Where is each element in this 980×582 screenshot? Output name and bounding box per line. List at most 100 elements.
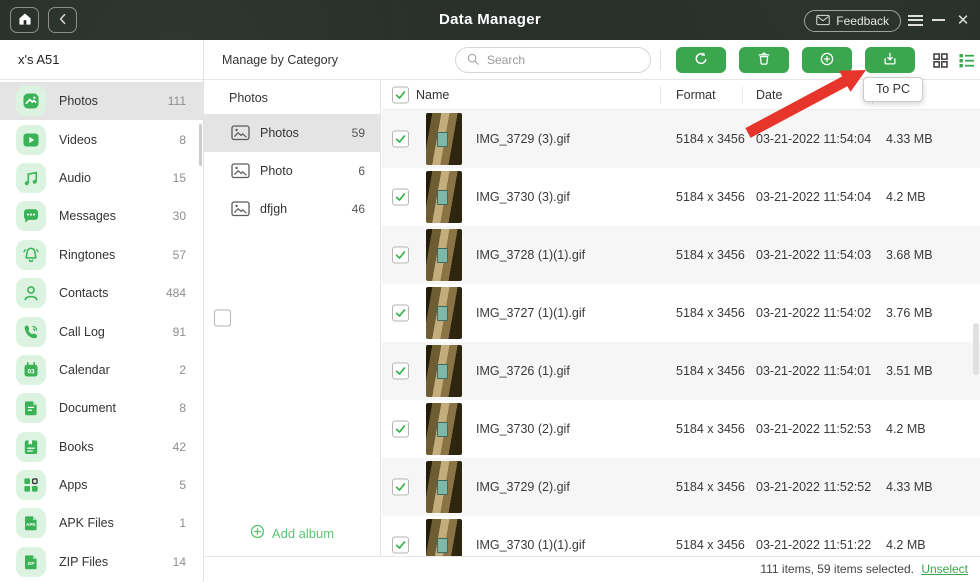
sidebar-item-contacts[interactable]: Contacts 484 [0, 274, 203, 312]
file-table: Name Format Date IMG_3729 (3).gif 5184 x … [382, 80, 980, 556]
table-row[interactable]: IMG_3730 (2).gif 5184 x 3456 03-21-2022 11… [382, 400, 980, 458]
sidebar-item-count: 1 [179, 516, 186, 531]
file-format: 5184 x 3456 [676, 306, 745, 320]
file-date: 03-21-2022 11:51:22 [756, 538, 872, 552]
sidebar-item-apk-files[interactable]: APK APK Files 1 [0, 504, 203, 542]
sidebar-item-count: 8 [179, 401, 186, 416]
sidebar-item-books[interactable]: Books 42 [0, 428, 203, 466]
videos-icon [16, 124, 46, 155]
add-album-button[interactable]: Add album [204, 524, 380, 542]
file-date: 03-21-2022 11:54:03 [756, 248, 872, 262]
zip-files-icon: ZIP [16, 546, 46, 577]
row-checkbox[interactable] [392, 420, 409, 438]
table-row[interactable]: IMG_3729 (3).gif 5184 x 3456 03-21-2022 11… [382, 110, 980, 168]
select-all-checkbox[interactable] [392, 86, 409, 104]
calendar-icon: 03 [16, 354, 46, 385]
home-button[interactable] [10, 7, 39, 33]
table-scrollbar-thumb[interactable] [973, 323, 979, 375]
search-input[interactable] [487, 53, 640, 67]
sidebar-item-messages[interactable]: Messages 30 [0, 197, 203, 235]
grid-view-icon [932, 53, 949, 72]
sidebar-item-count: 8 [179, 132, 186, 147]
back-button[interactable] [48, 7, 77, 33]
file-size: 4.2 MB [886, 190, 926, 204]
row-checkbox[interactable] [392, 536, 409, 554]
album-item-photo[interactable]: Photo 6 [204, 152, 380, 327]
album-item-dfjgh[interactable]: dfjgh 46 [204, 190, 380, 327]
table-row[interactable]: IMG_3726 (1).gif 5184 x 3456 03-21-2022 11… [382, 342, 980, 400]
refresh-button[interactable] [676, 47, 726, 73]
album-checkbox[interactable] [214, 309, 231, 327]
sidebar-item-count: 15 [172, 170, 186, 185]
album-label: Photos [260, 126, 299, 140]
sidebar-item-audio[interactable]: Audio 15 [0, 159, 203, 197]
content-area: x's A51 Photos 111 Videos 8 Audio 15 Messages 3… [0, 40, 980, 582]
svg-text:ZIP: ZIP [27, 561, 34, 566]
file-thumbnail [426, 229, 462, 281]
album-pic-icon [231, 163, 250, 179]
table-row[interactable]: IMG_3727 (1)(1).gif 5184 x 3456 03-21-2022… [382, 284, 980, 342]
menu-icon[interactable] [907, 12, 923, 28]
manage-by-category-label: Manage by Category [222, 53, 339, 67]
sidebar-item-zip-files[interactable]: ZIP ZIP Files 14 [0, 543, 203, 581]
row-checkbox[interactable] [392, 130, 409, 148]
file-thumbnail [426, 403, 462, 455]
download-to-pc-icon [881, 50, 899, 71]
sidebar-item-calendar[interactable]: 03 Calendar 2 [0, 351, 203, 389]
download-to-pc-button[interactable] [865, 47, 915, 73]
file-size: 3.51 MB [886, 364, 933, 378]
sidebar-item-document[interactable]: Document 8 [0, 389, 203, 427]
list-view-toggle[interactable] [958, 52, 975, 69]
device-name: x's A51 [0, 40, 203, 80]
table-row[interactable]: IMG_3730 (1)(1).gif 5184 x 3456 03-21-2022… [382, 516, 980, 556]
row-checkbox[interactable] [392, 188, 409, 206]
row-checkbox[interactable] [392, 362, 409, 380]
row-checkbox[interactable] [392, 246, 409, 264]
trash-icon [755, 50, 773, 71]
file-size: 4.2 MB [886, 422, 926, 436]
sidebar-item-label: Messages [59, 209, 116, 224]
photos-icon [16, 86, 46, 117]
sidebar-scrollbar-thumb[interactable] [199, 124, 202, 166]
sidebar-item-photos[interactable]: Photos 111 [0, 82, 203, 121]
album-pic-icon [231, 125, 250, 141]
file-thumbnail [426, 113, 462, 165]
album-panel: Photos Photos 59 Photo 6 dfjgh 46 Add album [204, 80, 381, 556]
file-name: IMG_3730 (2).gif [476, 422, 570, 436]
album-item-photos[interactable]: Photos 59 [204, 114, 380, 327]
row-checkbox[interactable] [392, 478, 409, 496]
delete-button[interactable] [739, 47, 789, 73]
add-button[interactable] [802, 47, 852, 73]
sidebar-item-ringtones[interactable]: Ringtones 57 [0, 236, 203, 274]
grid-view-toggle[interactable] [932, 52, 949, 69]
table-row[interactable]: IMG_3729 (2).gif 5184 x 3456 03-21-2022 11… [382, 458, 980, 516]
feedback-button[interactable]: Feedback [804, 10, 901, 32]
sidebar-item-label: APK Files [59, 516, 114, 531]
apps-icon [16, 470, 46, 501]
file-thumbnail [426, 345, 462, 397]
table-row[interactable]: IMG_3728 (1)(1).gif 5184 x 3456 03-21-2022… [382, 226, 980, 284]
file-size: 3.76 MB [886, 306, 933, 320]
minimize-icon[interactable] [930, 12, 946, 28]
file-format: 5184 x 3456 [676, 480, 745, 494]
home-icon [17, 11, 33, 30]
album-group-photos[interactable]: Photos [204, 82, 380, 327]
sidebar-item-label: Videos [59, 132, 97, 147]
svg-text:APK: APK [26, 523, 36, 528]
table-row[interactable]: IMG_3730 (3).gif 5184 x 3456 03-21-2022 11… [382, 168, 980, 226]
file-size: 4.2 MB [886, 538, 926, 552]
unselect-link[interactable]: Unselect [921, 562, 968, 576]
messages-icon [16, 201, 46, 232]
file-name: IMG_3729 (2).gif [476, 480, 570, 494]
file-name: IMG_3729 (3).gif [476, 132, 570, 146]
column-header-name: Name [416, 88, 450, 102]
sidebar-item-videos[interactable]: Videos 8 [0, 120, 203, 158]
sidebar-item-label: ZIP Files [59, 554, 109, 569]
sidebar-item-call-log[interactable]: Call Log 91 [0, 312, 203, 350]
row-checkbox[interactable] [392, 304, 409, 322]
sidebar-item-apps[interactable]: Apps 5 [0, 466, 203, 504]
close-icon[interactable]: ✕ [956, 11, 970, 29]
add-album-label: Add album [271, 525, 335, 541]
sidebar-item-label: Call Log [59, 324, 105, 339]
